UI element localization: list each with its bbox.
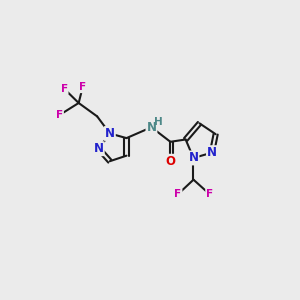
Text: N: N [146,121,156,134]
Text: F: F [206,189,213,199]
Text: F: F [79,82,86,92]
Text: F: F [56,110,63,120]
Text: N: N [105,127,115,140]
Text: O: O [165,155,176,168]
Text: F: F [174,189,182,199]
Text: N: N [188,152,199,164]
Text: F: F [61,84,68,94]
Text: N: N [94,142,104,155]
Text: N: N [207,146,217,159]
Text: H: H [154,117,162,127]
